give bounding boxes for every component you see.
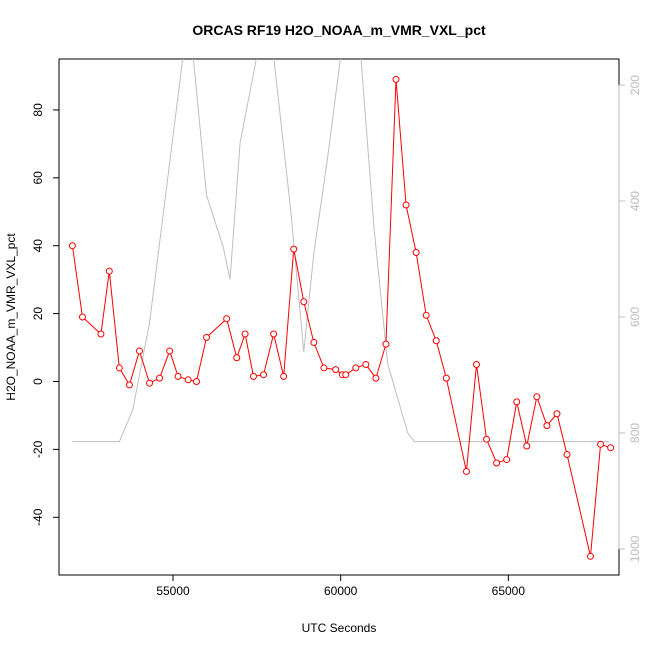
x-tick-label: 55000 [156, 584, 190, 598]
y-tick-label: 80 [31, 103, 45, 117]
data-point [402, 201, 410, 209]
y2-tick-label: 800 [628, 423, 642, 443]
data-point [290, 245, 298, 253]
data-point [125, 381, 133, 389]
data-point [372, 374, 380, 382]
data-point [223, 315, 231, 323]
y2-tick-label: 200 [628, 75, 642, 95]
y-tick-label: -20 [31, 440, 45, 458]
y-tick-label: 0 [31, 378, 45, 385]
x-tick-label: 65000 [492, 584, 526, 598]
altitude-line [72, 59, 609, 443]
data-point [115, 364, 123, 372]
y2-tick-label: 1000 [628, 535, 642, 562]
data-point [493, 459, 501, 467]
data-point [146, 379, 154, 387]
data-point [260, 371, 268, 379]
data-point [597, 440, 605, 448]
x-axis: 55000 60000 65000 [156, 574, 526, 598]
data-point [156, 374, 164, 382]
data-point [105, 267, 113, 275]
data-point [513, 398, 521, 406]
y-tick-label: 60 [31, 171, 45, 185]
y2-tick-label: 600 [628, 307, 642, 327]
data-point [135, 347, 143, 355]
data-point [442, 374, 450, 382]
data-point [68, 242, 76, 250]
data-point [607, 444, 615, 452]
data-point [422, 311, 430, 319]
data-point [203, 333, 211, 341]
data-point [332, 366, 340, 374]
data-point [184, 376, 192, 384]
data-point [472, 361, 480, 369]
x-axis-title: UTC Seconds [302, 621, 377, 635]
plot-frame [58, 58, 620, 576]
data-point [412, 249, 420, 256]
data-point [97, 330, 105, 338]
data-point [382, 340, 390, 348]
x-tick-label: 60000 [324, 584, 358, 598]
data-point [310, 338, 318, 346]
data-point [563, 450, 571, 458]
data-point [543, 422, 551, 430]
data-point [166, 347, 174, 355]
data-point [342, 371, 350, 379]
y-tick-label: 20 [31, 307, 45, 321]
data-point [533, 393, 541, 401]
data-point [192, 378, 200, 385]
data-point [241, 330, 249, 338]
chart-title: ORCAS RF19 H2O_NOAA_m_VMR_VXL_pct [192, 22, 486, 38]
data-point [280, 372, 288, 380]
data-point [78, 313, 86, 321]
data-point [300, 298, 308, 306]
data-point [586, 552, 594, 560]
data-point [320, 364, 328, 372]
y2-tick-label: 400 [628, 191, 642, 211]
data-point [174, 372, 182, 380]
data-point [362, 361, 370, 369]
data-point [352, 364, 360, 372]
y-axis-title: H2O_NOAA_m_VMR_VXL_pct [4, 233, 18, 401]
y-axis-right: 200 400 600 800 1000 [618, 75, 642, 562]
data-point [270, 330, 278, 338]
series-line [71, 79, 611, 557]
data-point [233, 354, 241, 362]
series-layer [68, 59, 615, 560]
y-axis-left: -40 -20 0 20 40 60 80 [31, 103, 60, 526]
y-tick-label: 40 [31, 239, 45, 253]
data-point [392, 75, 400, 83]
data-point [462, 467, 470, 475]
data-point [503, 456, 511, 464]
data-point [483, 435, 491, 443]
data-point [523, 442, 531, 450]
data-point [553, 410, 561, 418]
data-point [432, 337, 440, 345]
data-point [249, 372, 257, 380]
y-tick-label: -40 [31, 508, 45, 526]
